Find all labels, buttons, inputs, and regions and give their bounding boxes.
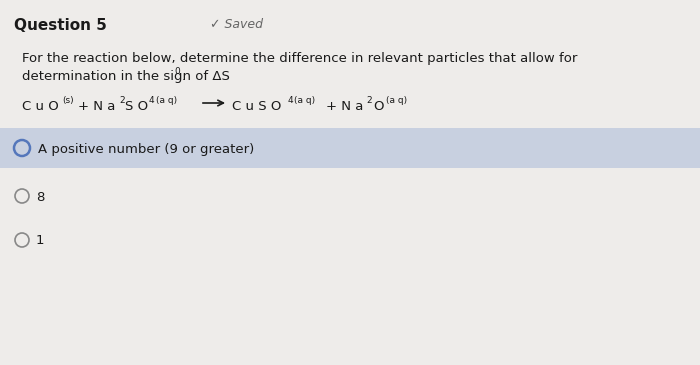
Text: For the reaction below, determine the difference in relevant particles that allo: For the reaction below, determine the di… <box>22 52 578 65</box>
Text: 4: 4 <box>288 96 293 105</box>
Text: (a q): (a q) <box>386 96 407 105</box>
Text: (a q): (a q) <box>156 96 177 105</box>
Text: O: O <box>373 100 384 113</box>
Text: + N a: + N a <box>78 100 116 113</box>
FancyBboxPatch shape <box>0 128 700 168</box>
Text: 4: 4 <box>149 96 155 105</box>
Text: Question 5: Question 5 <box>14 18 107 33</box>
Text: (s): (s) <box>62 96 74 105</box>
Text: 0: 0 <box>174 67 180 76</box>
Text: S O: S O <box>125 100 148 113</box>
Text: 1: 1 <box>36 234 45 247</box>
Text: 2: 2 <box>366 96 372 105</box>
Text: 8: 8 <box>36 191 44 204</box>
Text: 2: 2 <box>119 96 125 105</box>
Text: + N a: + N a <box>326 100 363 113</box>
Text: ✓ Saved: ✓ Saved <box>210 18 263 31</box>
Text: C u O: C u O <box>22 100 59 113</box>
Text: (a q): (a q) <box>294 96 315 105</box>
Text: determination in the sign of ΔS: determination in the sign of ΔS <box>22 70 230 83</box>
Text: .: . <box>182 70 186 83</box>
Text: C u S O: C u S O <box>232 100 281 113</box>
Text: A positive number (9 or greater): A positive number (9 or greater) <box>38 143 254 156</box>
